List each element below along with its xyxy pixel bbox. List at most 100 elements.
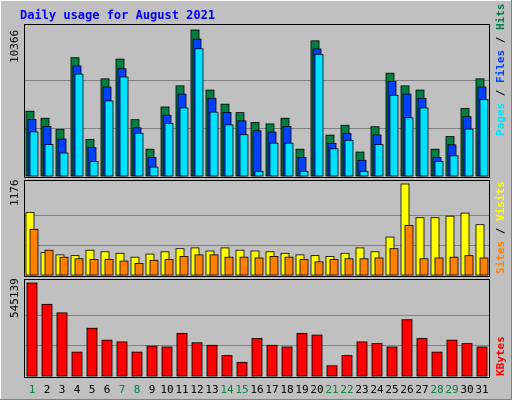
day-label-14: 14: [220, 383, 234, 396]
kbytes-bar-day-14: [221, 355, 233, 377]
pages-bar-day-24: [374, 144, 384, 177]
kbytes-bar-day-2: [41, 303, 53, 377]
pages-bar-day-8: [134, 132, 144, 177]
sites-bar-day-5: [89, 259, 99, 276]
day-label-11: 11: [175, 383, 188, 396]
sites-bar-day-14: [224, 256, 234, 276]
sites-bar-day-15: [239, 256, 249, 276]
kbytes-bar-day-26: [401, 319, 413, 377]
day-label-10: 10: [160, 383, 173, 396]
hits-panel-ymax-label: 10366: [8, 30, 21, 63]
kbytes-bar-day-18: [281, 346, 293, 377]
pages-bar-day-19: [299, 170, 309, 177]
pages-bar-day-1: [29, 131, 39, 177]
day-label-26: 26: [400, 383, 413, 396]
pages-bar-day-21: [329, 148, 339, 177]
sites-bar-day-10: [164, 259, 174, 276]
kbytes-bar-day-28: [431, 351, 443, 377]
day-label-5: 5: [89, 383, 96, 396]
legend-sep-1: /: [494, 83, 507, 103]
kbytes-bar-day-1: [26, 282, 38, 377]
sites-bar-day-25: [389, 248, 399, 276]
kbytes-bar-day-22: [341, 355, 353, 377]
kbytes-bar-day-31: [476, 346, 488, 377]
day-label-7: 7: [119, 383, 126, 396]
sites-bar-day-2: [44, 249, 54, 276]
pages-bar-day-6: [104, 100, 114, 177]
day-label-31: 31: [475, 383, 488, 396]
kbytes-bar-day-7: [116, 341, 128, 377]
legend-sep-3: /: [494, 221, 507, 241]
pages-bar-day-10: [164, 123, 174, 177]
kbytes-panel-ymax-label: 545139: [8, 278, 21, 318]
kbytes-bar-day-29: [446, 339, 458, 377]
kbytes-panel-legend: KBytes: [494, 336, 507, 376]
pages-bar-day-5: [89, 161, 99, 177]
sites-bar-day-16: [254, 257, 264, 276]
pages-bar-day-20: [314, 54, 324, 177]
sites-bar-day-30: [464, 255, 474, 276]
sites-bar-day-9: [149, 259, 159, 276]
day-label-30: 30: [460, 383, 473, 396]
sites-bar-day-12: [194, 254, 204, 276]
pages-bar-day-7: [119, 76, 129, 177]
sites-bar-day-29: [449, 256, 459, 276]
legend-kbytes: KBytes: [494, 336, 507, 376]
kbytes-bar-day-15: [236, 361, 248, 377]
day-label-6: 6: [104, 383, 111, 396]
day-label-27: 27: [415, 383, 428, 396]
kbytes-bar-day-20: [311, 334, 323, 377]
pages-bar-day-31: [479, 99, 489, 177]
pages-bar-day-30: [464, 128, 474, 177]
sites-bar-day-27: [419, 258, 429, 276]
kbytes-bar-day-23: [356, 341, 368, 377]
visits-panel-legend: Sites / Visits: [494, 181, 507, 274]
sites-bar-day-4: [74, 258, 84, 276]
sites-bar-day-11: [179, 256, 189, 276]
kbytes-bar-day-5: [86, 327, 98, 377]
pages-bar-day-15: [239, 134, 249, 177]
sites-bar-day-21: [329, 259, 339, 276]
chart-marks: [25, 29, 489, 377]
day-label-13: 13: [205, 383, 218, 396]
pages-bar-day-3: [59, 152, 69, 177]
sites-bar-day-18: [284, 256, 294, 276]
sites-bar-day-19: [299, 259, 309, 276]
day-label-8: 8: [134, 383, 141, 396]
kbytes-bar-day-17: [266, 344, 278, 377]
sites-bar-day-26: [404, 225, 414, 276]
sites-bar-day-13: [209, 254, 219, 276]
kbytes-bar-day-12: [191, 342, 203, 377]
kbytes-bar-day-13: [206, 344, 218, 377]
day-label-21: 21: [325, 383, 338, 396]
day-label-9: 9: [149, 383, 156, 396]
x-axis-day-labels: 1 2 3 4 5 6 7 8 9 10 11 12 13 14 15 16 17 18 19 20 21 22 23 24 2…: [29, 383, 489, 396]
sites-bar-day-31: [479, 257, 489, 276]
kbytes-bar-day-16: [251, 338, 263, 377]
sites-bar-day-1: [29, 228, 39, 276]
visits-panel-ymax-label: 1176: [8, 180, 21, 207]
legend-files: Files: [494, 50, 507, 83]
pages-bar-day-27: [419, 107, 429, 177]
sites-bar-day-8: [134, 262, 144, 276]
pages-bar-day-29: [449, 155, 459, 177]
kbytes-bar-day-9: [146, 345, 158, 377]
kbytes-bar-day-6: [101, 339, 113, 377]
pages-bar-day-11: [179, 107, 189, 177]
day-label-18: 18: [280, 383, 293, 396]
day-label-3: 3: [59, 383, 66, 396]
kbytes-bar-day-19: [296, 332, 308, 377]
sites-bar-day-24: [374, 257, 384, 276]
pages-bar-day-18: [284, 142, 294, 177]
legend-sites: Sites: [494, 241, 507, 274]
sites-bar-day-3: [59, 256, 69, 276]
day-label-19: 19: [295, 383, 308, 396]
sites-bar-day-17: [269, 256, 279, 276]
day-label-23: 23: [355, 383, 368, 396]
day-label-25: 25: [385, 383, 398, 396]
kbytes-bar-day-4: [71, 351, 83, 377]
pages-bar-day-12: [194, 48, 204, 177]
day-label-29: 29: [445, 383, 458, 396]
sites-bar-day-28: [434, 257, 444, 276]
